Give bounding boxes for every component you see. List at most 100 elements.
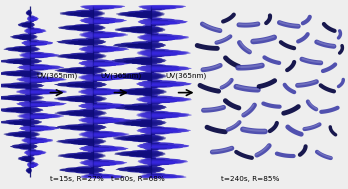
Ellipse shape xyxy=(25,21,32,24)
Ellipse shape xyxy=(85,78,113,81)
Ellipse shape xyxy=(79,134,128,136)
Ellipse shape xyxy=(12,36,37,39)
Ellipse shape xyxy=(68,99,102,102)
Ellipse shape xyxy=(13,46,37,49)
Ellipse shape xyxy=(55,69,107,72)
Ellipse shape xyxy=(23,55,49,58)
Ellipse shape xyxy=(86,143,95,146)
Ellipse shape xyxy=(137,145,189,148)
Ellipse shape xyxy=(150,24,156,27)
Ellipse shape xyxy=(142,53,178,56)
Ellipse shape xyxy=(89,172,94,175)
Ellipse shape xyxy=(20,22,34,25)
Ellipse shape xyxy=(80,33,126,35)
Ellipse shape xyxy=(80,18,124,21)
Ellipse shape xyxy=(17,77,65,80)
Ellipse shape xyxy=(143,87,155,90)
Ellipse shape xyxy=(92,73,95,75)
Ellipse shape xyxy=(23,64,50,67)
Ellipse shape xyxy=(60,53,105,56)
Ellipse shape xyxy=(90,51,100,53)
Ellipse shape xyxy=(111,106,167,109)
Ellipse shape xyxy=(150,55,152,58)
Ellipse shape xyxy=(28,149,37,152)
Ellipse shape xyxy=(143,94,155,96)
Ellipse shape xyxy=(29,27,35,30)
Ellipse shape xyxy=(60,12,105,15)
Ellipse shape xyxy=(149,86,158,89)
Ellipse shape xyxy=(138,176,187,178)
Ellipse shape xyxy=(119,169,164,172)
Ellipse shape xyxy=(63,156,104,158)
Ellipse shape xyxy=(78,76,130,79)
Text: UV(365nm): UV(365nm) xyxy=(166,72,207,79)
Ellipse shape xyxy=(22,156,33,158)
Ellipse shape xyxy=(26,28,41,31)
Ellipse shape xyxy=(25,93,43,95)
Ellipse shape xyxy=(70,53,101,55)
Ellipse shape xyxy=(73,156,100,159)
Ellipse shape xyxy=(57,70,106,73)
Ellipse shape xyxy=(135,56,158,59)
Ellipse shape xyxy=(146,8,165,11)
Ellipse shape xyxy=(127,11,160,13)
Ellipse shape xyxy=(13,34,37,37)
Ellipse shape xyxy=(22,42,53,45)
Ellipse shape xyxy=(113,136,166,139)
Ellipse shape xyxy=(17,66,64,69)
Ellipse shape xyxy=(136,98,192,101)
Ellipse shape xyxy=(114,43,166,46)
Ellipse shape xyxy=(19,92,58,94)
Ellipse shape xyxy=(140,69,181,72)
Ellipse shape xyxy=(0,121,42,124)
Ellipse shape xyxy=(79,72,98,74)
Ellipse shape xyxy=(118,13,164,16)
Ellipse shape xyxy=(80,5,125,8)
Ellipse shape xyxy=(27,75,39,78)
Ellipse shape xyxy=(85,88,112,91)
Ellipse shape xyxy=(87,157,95,160)
Ellipse shape xyxy=(136,114,192,116)
Ellipse shape xyxy=(79,75,129,78)
Ellipse shape xyxy=(150,133,155,136)
Ellipse shape xyxy=(144,132,170,135)
Ellipse shape xyxy=(144,157,170,160)
Ellipse shape xyxy=(147,54,165,57)
Ellipse shape xyxy=(58,26,106,29)
Ellipse shape xyxy=(16,91,67,94)
Ellipse shape xyxy=(146,40,153,43)
Ellipse shape xyxy=(13,135,37,137)
Ellipse shape xyxy=(23,113,48,115)
Ellipse shape xyxy=(25,136,32,138)
Ellipse shape xyxy=(78,123,98,126)
Ellipse shape xyxy=(18,23,35,26)
Ellipse shape xyxy=(29,117,34,120)
Ellipse shape xyxy=(21,106,34,109)
Ellipse shape xyxy=(141,115,179,118)
Ellipse shape xyxy=(86,74,110,76)
Ellipse shape xyxy=(29,13,31,16)
Ellipse shape xyxy=(0,120,42,123)
Ellipse shape xyxy=(27,136,37,139)
Ellipse shape xyxy=(120,104,164,107)
Ellipse shape xyxy=(59,113,105,115)
Ellipse shape xyxy=(117,89,164,92)
Ellipse shape xyxy=(89,22,102,25)
Ellipse shape xyxy=(13,146,37,149)
Ellipse shape xyxy=(137,36,189,39)
Ellipse shape xyxy=(65,138,103,141)
Ellipse shape xyxy=(117,136,164,138)
Ellipse shape xyxy=(138,128,187,131)
Ellipse shape xyxy=(0,84,44,87)
Ellipse shape xyxy=(92,108,95,111)
Ellipse shape xyxy=(121,42,163,45)
Text: t=240s, R=85%: t=240s, R=85% xyxy=(221,176,279,182)
Ellipse shape xyxy=(140,134,156,136)
Ellipse shape xyxy=(131,31,159,33)
Ellipse shape xyxy=(29,161,35,164)
Ellipse shape xyxy=(19,89,58,92)
Ellipse shape xyxy=(80,86,97,89)
Ellipse shape xyxy=(11,98,37,101)
Ellipse shape xyxy=(89,8,103,11)
Ellipse shape xyxy=(27,105,39,108)
